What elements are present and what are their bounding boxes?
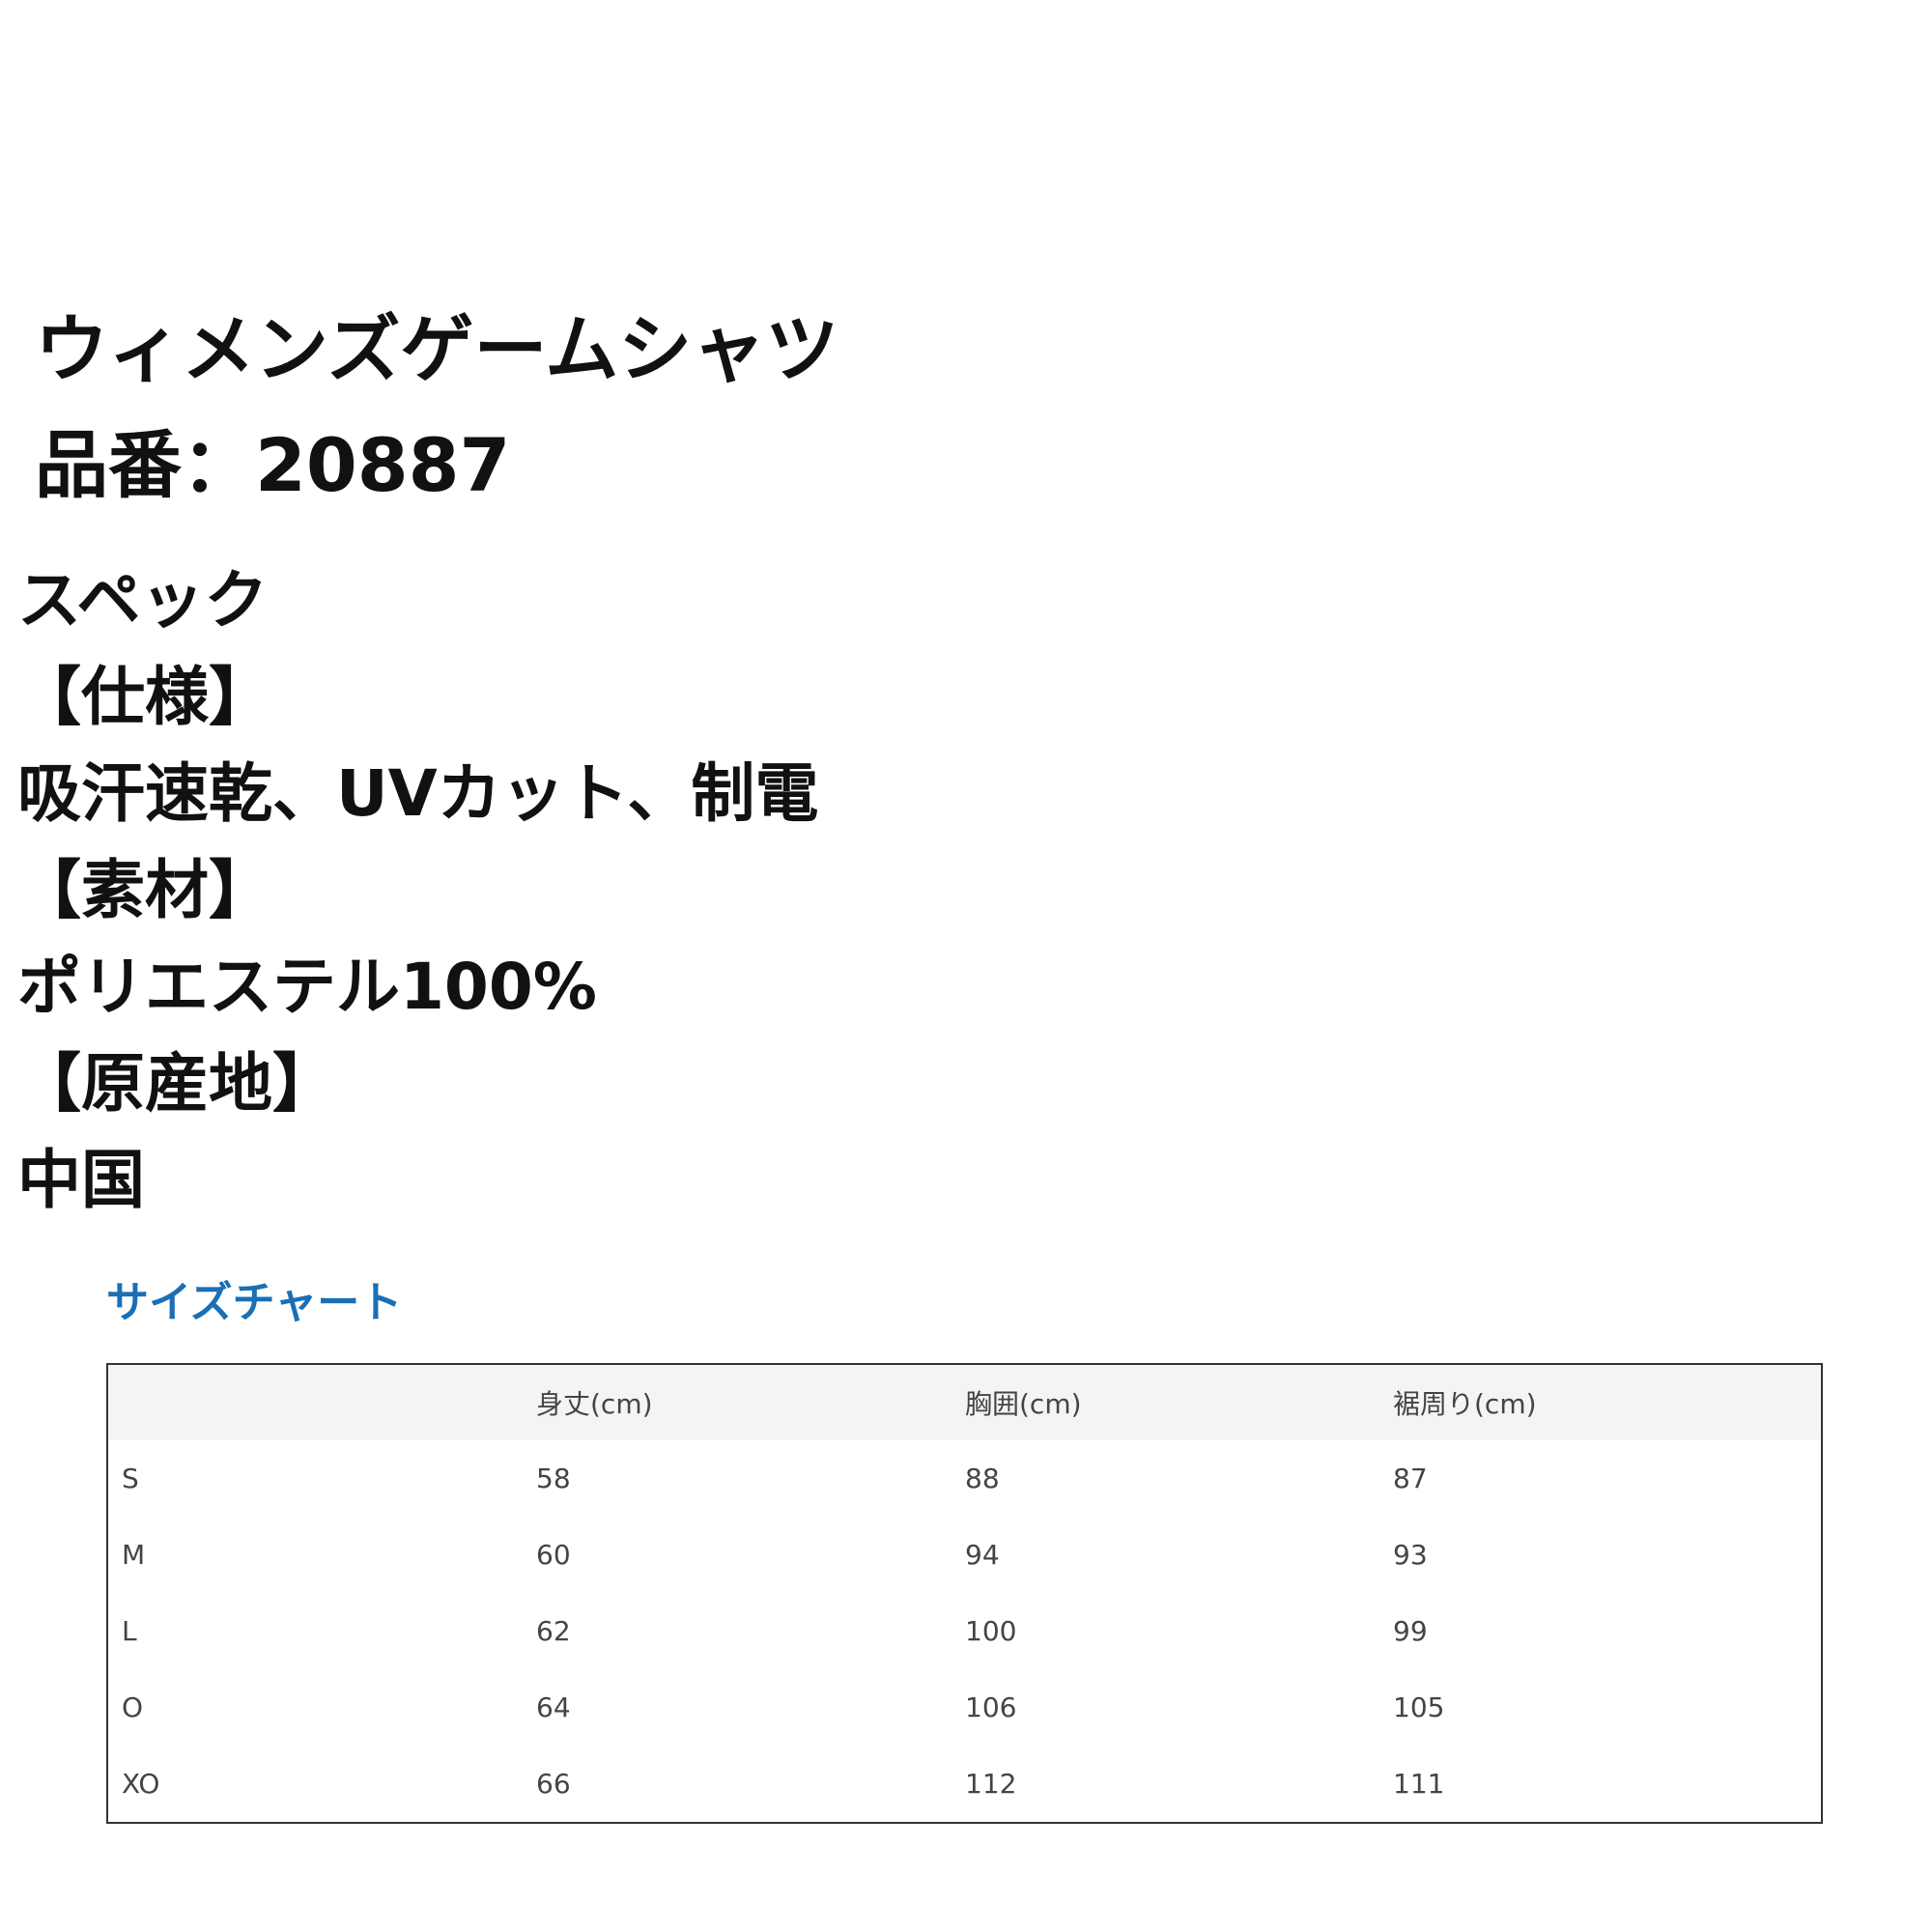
cell-size: XO — [122, 1768, 160, 1800]
cell-chest: 88 — [965, 1463, 1000, 1494]
table-header-row: 身丈(cm) 胸囲(cm) 裾周り(cm) — [107, 1364, 1822, 1440]
cell-length: 58 — [536, 1463, 571, 1494]
size-chart-table: 身丈(cm) 胸囲(cm) 裾周り(cm) S 58 88 87 M 60 94 93 L 62 1… — [106, 1363, 1823, 1824]
table-row: L 62 100 99 — [107, 1593, 1822, 1669]
spec-label-origin: 【原産地】 — [17, 1046, 336, 1121]
cell-size: O — [122, 1691, 144, 1723]
product-code: 品番：20887 — [35, 422, 511, 508]
header-hem: 裾周り(cm) — [1393, 1364, 1822, 1440]
cell-hem: 93 — [1393, 1539, 1428, 1571]
cell-hem: 87 — [1393, 1463, 1428, 1494]
cell-hem: 111 — [1393, 1768, 1445, 1800]
size-chart-title: サイズチャート — [106, 1278, 403, 1327]
cell-hem: 99 — [1393, 1615, 1428, 1647]
spec-features: 吸汗速乾、UVカット、制電 — [17, 756, 819, 831]
product-title: ウィメンズゲームシャツ — [35, 306, 839, 392]
cell-chest: 100 — [965, 1615, 1017, 1647]
spec-origin: 中国 — [17, 1143, 145, 1217]
header-length: 身丈(cm) — [536, 1364, 965, 1440]
header-chest: 胸囲(cm) — [965, 1364, 1393, 1440]
cell-size: S — [122, 1463, 139, 1494]
cell-chest: 106 — [965, 1691, 1017, 1723]
cell-size: M — [122, 1539, 146, 1571]
table-row: XO 66 112 111 — [107, 1746, 1822, 1823]
spec-material: ポリエステル100% — [17, 950, 597, 1024]
cell-size: L — [122, 1615, 137, 1647]
table-row: O 64 106 105 — [107, 1669, 1822, 1746]
spec-label-material: 【素材】 — [17, 853, 272, 927]
cell-chest: 94 — [965, 1539, 1000, 1571]
cell-length: 62 — [536, 1615, 571, 1647]
cell-length: 64 — [536, 1691, 571, 1723]
spec-label-features: 【仕様】 — [17, 660, 272, 734]
table-row: M 60 94 93 — [107, 1517, 1822, 1593]
cell-hem: 105 — [1393, 1691, 1445, 1723]
spec-heading: スペック — [17, 563, 269, 638]
header-size — [107, 1364, 536, 1440]
table-row: S 58 88 87 — [107, 1440, 1822, 1517]
cell-length: 60 — [536, 1539, 571, 1571]
cell-chest: 112 — [965, 1768, 1017, 1800]
cell-length: 66 — [536, 1768, 571, 1800]
